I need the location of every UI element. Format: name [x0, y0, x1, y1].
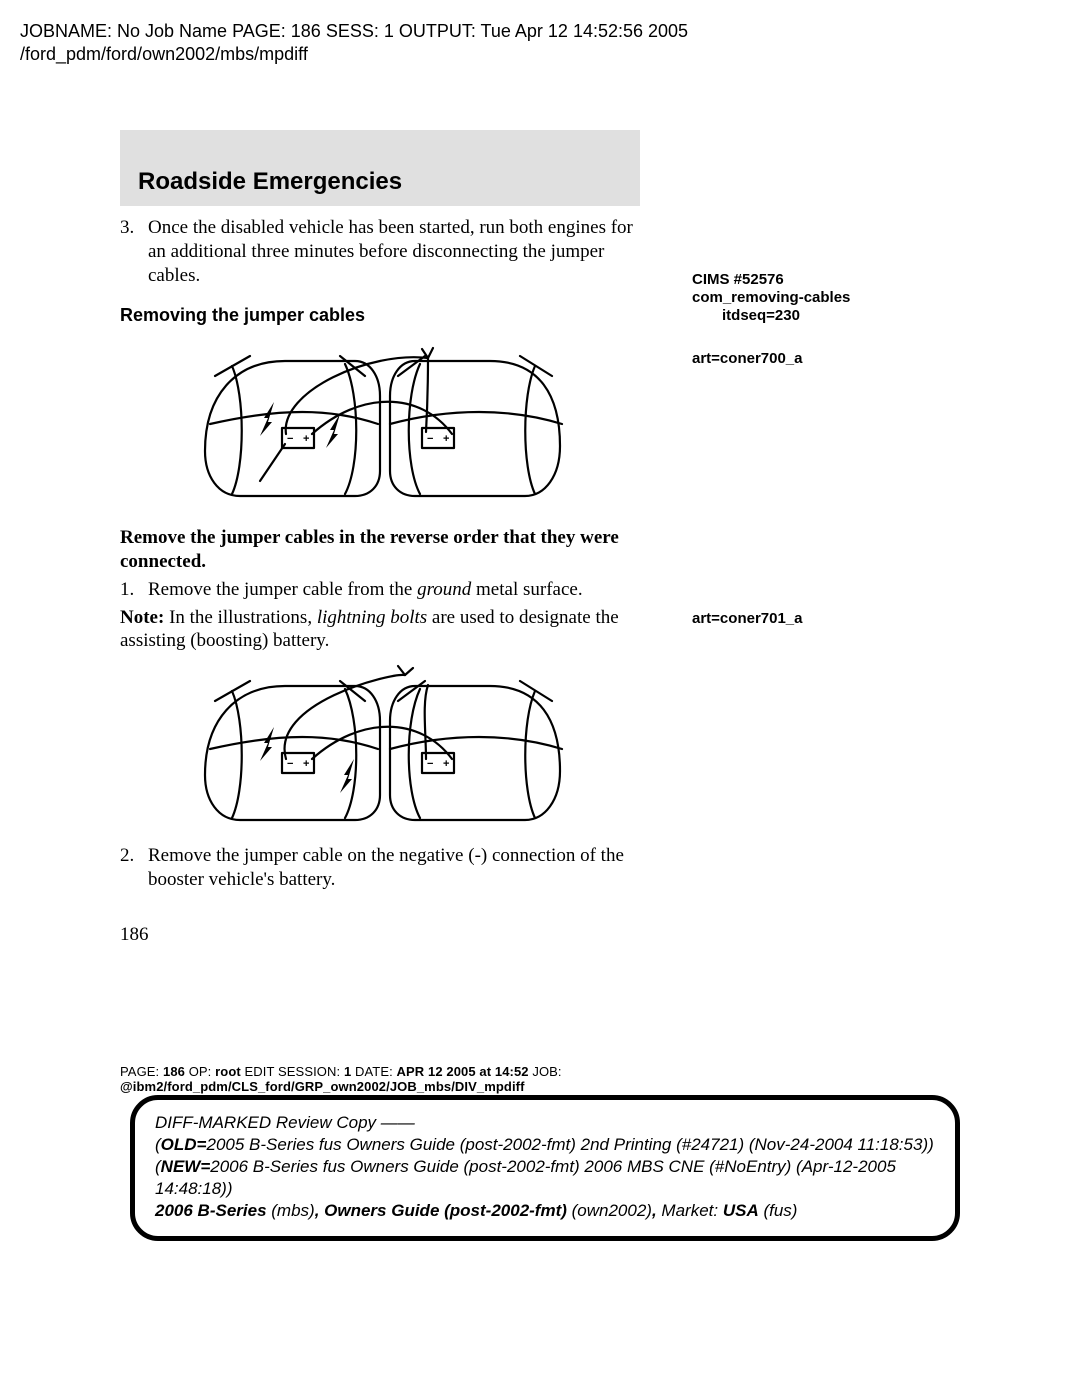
com-code: com_removing-cables	[692, 290, 992, 306]
itdseq-code: itdseq=230	[692, 308, 992, 324]
chapter-title: Roadside Emergencies	[138, 168, 402, 196]
step-1: 1. Remove the jumper cable from the grou…	[120, 578, 640, 602]
margin-annotations: CIMS #52576 com_removing-cables itdseq=2…	[692, 272, 992, 373]
svg-text:+: +	[443, 433, 449, 445]
header-line2: /ford_pdm/ford/own2002/mbs/mpdiff	[20, 44, 308, 64]
figure-jumper-1: −+ −+	[120, 336, 640, 516]
review-line1: DIFF-MARKED Review Copy ——	[155, 1112, 935, 1134]
review-copy-box: DIFF-MARKED Review Copy —— (OLD=2005 B-S…	[130, 1095, 960, 1241]
review-line4: 2006 B-Series (mbs), Owners Guide (post-…	[155, 1200, 935, 1222]
svg-text:+: +	[303, 758, 309, 770]
chapter-banner: Roadside Emergencies	[120, 130, 640, 206]
cims-code: CIMS #52576	[692, 272, 992, 288]
figure-jumper-2: −+ −+	[120, 663, 640, 838]
footer-metadata: PAGE: 186 OP: root EDIT SESSION: 1 DATE:…	[120, 1064, 940, 1094]
art-code-2: art=coner701_a	[692, 610, 803, 627]
header-line1: JOBNAME: No Job Name PAGE: 186 SESS: 1 O…	[20, 21, 688, 41]
step-2: 2. Remove the jumper cable on the negati…	[120, 844, 640, 892]
list-number: 3.	[120, 216, 148, 287]
svg-text:+: +	[443, 758, 449, 770]
svg-text:−: −	[287, 758, 293, 770]
review-line2: (OLD=2005 B-Series fus Owners Guide (pos…	[155, 1134, 935, 1156]
list-text: Remove the jumper cable on the negative …	[148, 844, 640, 892]
list-number: 1.	[120, 578, 148, 602]
note-line: Note: In the illustrations, lightning bo…	[120, 606, 640, 654]
vehicle-diagram-icon: −+ −+	[190, 336, 570, 516]
content-column: Roadside Emergencies 3. Once the disable…	[120, 130, 640, 892]
art-code-1: art=coner700_a	[692, 351, 992, 367]
list-number: 2.	[120, 844, 148, 892]
svg-text:+: +	[303, 433, 309, 445]
reverse-order-note: Remove the jumper cables in the reverse …	[120, 526, 640, 574]
subheading-removing: Removing the jumper cables	[120, 305, 640, 326]
review-line3: (NEW=2006 B-Series fus Owners Guide (pos…	[155, 1156, 935, 1200]
svg-text:−: −	[287, 433, 293, 445]
svg-text:−: −	[427, 758, 433, 770]
svg-text:−: −	[427, 433, 433, 445]
list-text: Once the disabled vehicle has been start…	[148, 216, 640, 287]
print-job-header: JOBNAME: No Job Name PAGE: 186 SESS: 1 O…	[20, 20, 688, 65]
vehicle-diagram-icon: −+ −+	[190, 663, 570, 838]
page-number: 186	[120, 924, 149, 946]
list-text: Remove the jumper cable from the ground …	[148, 578, 583, 602]
step-3: 3. Once the disabled vehicle has been st…	[120, 216, 640, 287]
page: JOBNAME: No Job Name PAGE: 186 SESS: 1 O…	[0, 0, 1080, 1397]
